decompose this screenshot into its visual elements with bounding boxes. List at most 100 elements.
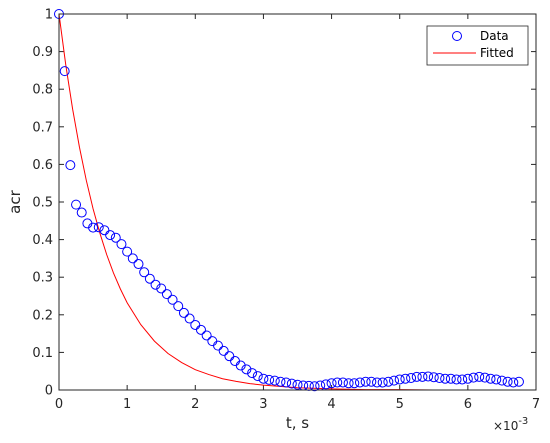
data-point xyxy=(440,373,451,384)
data-point xyxy=(400,373,411,384)
data-point xyxy=(496,375,507,386)
data-point xyxy=(320,379,331,390)
y-tick-label: 0.9 xyxy=(32,45,53,60)
data-point xyxy=(235,360,246,371)
data-point xyxy=(275,376,286,387)
x-tick-label: 3 xyxy=(259,397,267,412)
data-point xyxy=(281,377,292,388)
x-tick-label: 5 xyxy=(396,397,404,412)
y-tick-label: 0.3 xyxy=(32,271,53,286)
data-point xyxy=(394,374,405,385)
data-point xyxy=(127,253,138,264)
data-point xyxy=(354,377,365,388)
data-point xyxy=(423,371,434,382)
data-point xyxy=(457,374,468,385)
data-point xyxy=(491,374,502,385)
y-tick-label: 0.5 xyxy=(32,196,53,211)
data-point xyxy=(485,373,496,384)
legend-data-marker xyxy=(452,31,462,41)
data-point xyxy=(116,239,127,250)
data-point xyxy=(110,232,121,243)
data-point xyxy=(88,222,99,233)
y-tick-label: 0.4 xyxy=(32,233,53,248)
data-point xyxy=(224,351,235,362)
data-point xyxy=(445,373,456,384)
plot-background xyxy=(59,14,536,390)
data-series xyxy=(54,9,524,392)
axis-tick-labels: 0 1 2 3 4 5 6 7 0 0.1 0.2 0.3 0.4 0.5 0.6 0.7 0.8 0.9 1 xyxy=(32,8,540,413)
data-point xyxy=(508,377,519,388)
data-point xyxy=(144,273,155,284)
x-multiplier-base: ×10 xyxy=(493,419,518,433)
x-tick-label: 1 xyxy=(123,397,131,412)
data-point xyxy=(156,283,167,294)
data-point xyxy=(292,379,303,390)
data-point xyxy=(479,372,490,383)
data-point xyxy=(247,368,258,379)
data-point xyxy=(502,376,513,387)
data-point xyxy=(326,378,337,389)
data-point xyxy=(133,259,144,270)
x-tick-label: 0 xyxy=(55,397,63,412)
data-point xyxy=(411,371,422,382)
data-point xyxy=(178,307,189,318)
data-point xyxy=(252,371,263,382)
legend-data-label: Data xyxy=(480,29,509,43)
data-point xyxy=(184,313,195,324)
data-point xyxy=(343,378,354,389)
data-point xyxy=(65,160,76,171)
data-point xyxy=(309,381,320,392)
data-point xyxy=(451,374,462,385)
x-multiplier-exponent: -3 xyxy=(518,416,528,427)
data-point xyxy=(474,371,485,382)
legend-box xyxy=(426,25,529,66)
data-point xyxy=(377,377,388,388)
data-point xyxy=(337,377,348,388)
data-point xyxy=(122,246,133,257)
data-point xyxy=(105,230,116,241)
data-point xyxy=(462,373,473,384)
data-point xyxy=(513,376,524,387)
data-point xyxy=(241,364,252,375)
x-tick-label: 7 xyxy=(532,397,540,412)
data-point xyxy=(161,289,172,300)
data-point xyxy=(258,373,269,384)
data-point xyxy=(406,372,417,383)
y-tick-label: 0.8 xyxy=(32,83,53,98)
data-point xyxy=(383,376,394,387)
data-point xyxy=(434,372,445,383)
y-axis-label: acr xyxy=(6,189,24,213)
data-point xyxy=(173,301,184,312)
x-tick-label: 4 xyxy=(327,397,335,412)
data-point xyxy=(417,371,428,382)
y-tick-label: 0.2 xyxy=(32,308,53,323)
legend-fitted-label: Fitted xyxy=(480,46,514,60)
data-point xyxy=(372,377,382,388)
y-tick-label: 0.6 xyxy=(32,158,53,173)
x-tick-label: 2 xyxy=(191,397,199,412)
plot-frame xyxy=(58,13,537,391)
data-point xyxy=(76,207,87,218)
x-tick-label: 6 xyxy=(464,397,472,412)
data-point xyxy=(93,222,104,233)
data-point xyxy=(218,345,229,356)
x-axis-label: t, s xyxy=(286,414,309,432)
data-point xyxy=(195,324,206,335)
x-axis-multiplier: ×10-3 xyxy=(493,416,528,433)
y-tick-label: 0 xyxy=(45,384,53,399)
data-point xyxy=(59,66,70,77)
data-point xyxy=(99,225,110,236)
data-point xyxy=(190,319,201,330)
data-point xyxy=(366,376,377,387)
data-point xyxy=(389,375,400,386)
data-point xyxy=(360,376,371,387)
data-point xyxy=(201,330,212,341)
legend: Data Fitted xyxy=(426,25,529,66)
data-point xyxy=(332,377,343,388)
data-point xyxy=(428,372,439,383)
y-tick-label: 0.7 xyxy=(32,120,53,135)
y-tick-label: 1 xyxy=(45,8,53,23)
data-point xyxy=(167,294,178,305)
data-point xyxy=(213,340,223,351)
data-point xyxy=(264,374,275,385)
